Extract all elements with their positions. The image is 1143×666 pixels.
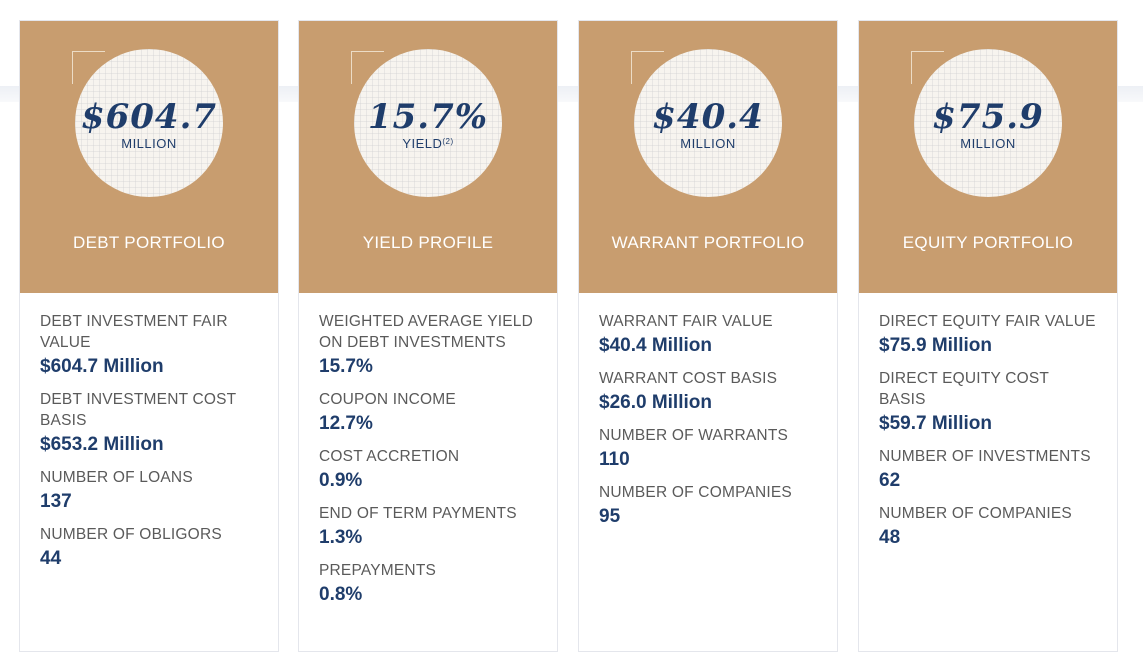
stat-circle: $40.4 MILLION	[634, 49, 782, 197]
item-label: WEIGHTED AVERAGE YIELD ON DEBT INVESTMEN…	[319, 313, 533, 351]
detail-list: WEIGHTED AVERAGE YIELD ON DEBT INVESTMEN…	[299, 293, 557, 608]
list-item: WARRANT COST BASIS $26.0 Million	[599, 368, 817, 416]
list-item: DIRECT EQUITY FAIR VALUE $75.9 Million	[879, 311, 1097, 359]
item-value: 62	[879, 470, 901, 491]
stat-unit: MILLION	[960, 136, 1016, 151]
list-item: WARRANT FAIR VALUE $40.4 Million	[599, 311, 817, 359]
item-value: 110	[599, 449, 630, 470]
item-value: 12.7%	[319, 413, 373, 434]
footnote-marker: (2)	[442, 137, 454, 146]
card-title: YIELD PROFILE	[362, 233, 494, 252]
card-title: EQUITY PORTFOLIO	[902, 233, 1074, 252]
item-label: WARRANT COST BASIS	[599, 370, 778, 387]
item-value: 1.3%	[319, 527, 363, 548]
detail-list: DEBT INVESTMENT FAIR VALUE $604.7 Millio…	[20, 293, 278, 572]
list-item: NUMBER OF COMPANIES 48	[879, 503, 1097, 551]
item-label: NUMBER OF LOANS	[40, 469, 193, 486]
list-item: NUMBER OF LOANS 137	[40, 467, 258, 515]
item-label: COUPON INCOME	[319, 391, 456, 408]
detail-list: DIRECT EQUITY FAIR VALUE $75.9 Million D…	[859, 293, 1117, 551]
stat-unit: MILLION	[680, 136, 736, 151]
item-label: PREPAYMENTS	[319, 562, 437, 579]
list-item: NUMBER OF WARRANTS 110	[599, 425, 817, 473]
stat-value: 15.7%	[367, 97, 489, 137]
stat-circle: $75.9 MILLION	[914, 49, 1062, 197]
stat-unit: MILLION	[121, 136, 177, 151]
background-band	[0, 86, 1143, 102]
item-value: 44	[40, 548, 62, 569]
item-label: WARRANT FAIR VALUE	[599, 313, 773, 330]
card-debt-portfolio: $604.7 MILLION DEBT PORTFOLIO DEBT INVES…	[19, 20, 279, 652]
card-header: $75.9 MILLION EQUITY PORTFOLIO	[859, 21, 1117, 293]
list-item: DEBT INVESTMENT FAIR VALUE $604.7 Millio…	[40, 311, 258, 380]
list-item: END OF TERM PAYMENTS 1.3%	[319, 503, 537, 551]
item-label: DEBT INVESTMENT FAIR VALUE	[40, 313, 228, 351]
card-equity-portfolio: $75.9 MILLION EQUITY PORTFOLIO DIRECT EQ…	[858, 20, 1118, 652]
item-value: 15.7%	[319, 356, 373, 377]
item-label: DIRECT EQUITY COST BASIS	[879, 370, 1049, 408]
list-item: NUMBER OF COMPANIES 95	[599, 482, 817, 530]
list-item: COUPON INCOME 12.7%	[319, 389, 537, 437]
item-label: NUMBER OF COMPANIES	[599, 484, 792, 501]
card-header: 15.7% YIELD(2) YIELD PROFILE	[299, 21, 557, 293]
list-item: DEBT INVESTMENT COST BASIS $653.2 Millio…	[40, 389, 258, 458]
list-item: PREPAYMENTS 0.8%	[319, 560, 537, 608]
item-value: 0.9%	[319, 470, 363, 491]
stat-value: $604.7	[80, 97, 218, 137]
item-value: 48	[879, 527, 901, 548]
item-value: $26.0 Million	[599, 392, 712, 413]
item-label: NUMBER OF INVESTMENTS	[879, 448, 1091, 465]
item-label: END OF TERM PAYMENTS	[319, 505, 517, 522]
item-value: $653.2 Million	[40, 434, 164, 455]
stat-circle: $604.7 MILLION	[75, 49, 223, 197]
card-yield-profile: 15.7% YIELD(2) YIELD PROFILE WEIGHTED AV…	[298, 20, 558, 652]
corner-decoration	[911, 51, 944, 84]
item-label: NUMBER OF WARRANTS	[599, 427, 789, 444]
item-value: $59.7 Million	[879, 413, 992, 434]
stat-value: $40.4	[652, 97, 764, 137]
corner-decoration	[72, 51, 105, 84]
card-warrant-portfolio: $40.4 MILLION WARRANT PORTFOLIO WARRANT …	[578, 20, 838, 652]
list-item: DIRECT EQUITY COST BASIS $59.7 Million	[879, 368, 1097, 437]
item-value: 0.8%	[319, 584, 363, 605]
card-title: DEBT PORTFOLIO	[73, 233, 225, 252]
item-label: NUMBER OF OBLIGORS	[40, 526, 222, 543]
list-item: NUMBER OF OBLIGORS 44	[40, 524, 258, 572]
list-item: COST ACCRETION 0.9%	[319, 446, 537, 494]
card-title: WARRANT PORTFOLIO	[611, 233, 805, 252]
item-label: DEBT INVESTMENT COST BASIS	[40, 391, 237, 429]
list-item: NUMBER OF INVESTMENTS 62	[879, 446, 1097, 494]
corner-decoration	[631, 51, 664, 84]
item-value: 95	[599, 506, 621, 527]
stat-value: $75.9	[932, 97, 1044, 137]
item-label: NUMBER OF COMPANIES	[879, 505, 1072, 522]
item-label: DIRECT EQUITY FAIR VALUE	[879, 313, 1096, 330]
item-value: 137	[40, 491, 72, 512]
item-label: COST ACCRETION	[319, 448, 460, 465]
item-value: $75.9 Million	[879, 335, 992, 356]
corner-decoration	[351, 51, 384, 84]
list-item: WEIGHTED AVERAGE YIELD ON DEBT INVESTMEN…	[319, 311, 537, 380]
card-header: $40.4 MILLION WARRANT PORTFOLIO	[579, 21, 837, 293]
detail-list: WARRANT FAIR VALUE $40.4 Million WARRANT…	[579, 293, 837, 530]
stat-circle: 15.7% YIELD(2)	[354, 49, 502, 197]
item-value: $40.4 Million	[599, 335, 712, 356]
card-header: $604.7 MILLION DEBT PORTFOLIO	[20, 21, 278, 293]
stat-unit: YIELD(2)	[402, 136, 454, 151]
item-value: $604.7 Million	[40, 356, 164, 377]
